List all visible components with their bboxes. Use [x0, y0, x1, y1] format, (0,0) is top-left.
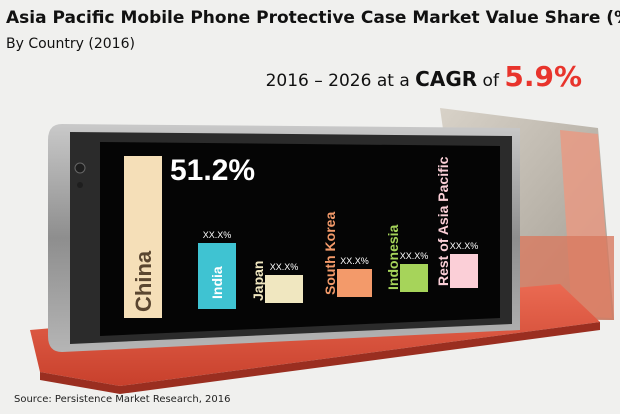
value-label-china: 51.2%: [170, 154, 255, 187]
bar-indonesia: [400, 264, 428, 292]
category-label-south-korea: South Korea: [322, 212, 338, 295]
category-label-indonesia: Indonesia: [385, 224, 401, 290]
bar-south-korea: [337, 269, 372, 297]
bar-china: [124, 156, 162, 318]
category-label-india: India: [209, 266, 225, 299]
chart-subtitle: By Country (2016): [6, 36, 135, 52]
category-label-japan: Japan: [250, 261, 266, 301]
category-label-rest-of-asia-pacific: Rest of Asia Pacific: [435, 156, 451, 286]
cagr-of: of: [482, 71, 499, 91]
cagr-value: 5.9%: [504, 60, 582, 93]
category-label-china: China: [131, 250, 156, 312]
bar-rest-of-asia-pacific: [450, 254, 478, 288]
phone-camera-icon: [74, 162, 86, 174]
chart-title: Asia Pacific Mobile Phone Protective Cas…: [6, 8, 620, 28]
value-label-japan: XX.X%: [270, 262, 299, 272]
source-note: Source: Persistence Market Research, 201…: [14, 394, 231, 405]
value-label-rest-of-asia-pacific: XX.X%: [450, 241, 479, 251]
cagr-at-a: at a: [376, 71, 410, 91]
value-label-india: XX.X%: [203, 230, 232, 240]
bar-india: [198, 243, 236, 309]
value-label-indonesia: XX.X%: [400, 251, 429, 261]
cagr-period: 2016 – 2026: [265, 71, 372, 91]
cagr-label: CAGR: [415, 67, 478, 91]
value-label-south-korea: XX.X%: [340, 256, 369, 266]
cagr-statement: 2016 – 2026 at a CAGR of 5.9%: [266, 60, 582, 93]
phone-sensor-icon: [77, 182, 83, 188]
bar-japan: [265, 275, 303, 303]
